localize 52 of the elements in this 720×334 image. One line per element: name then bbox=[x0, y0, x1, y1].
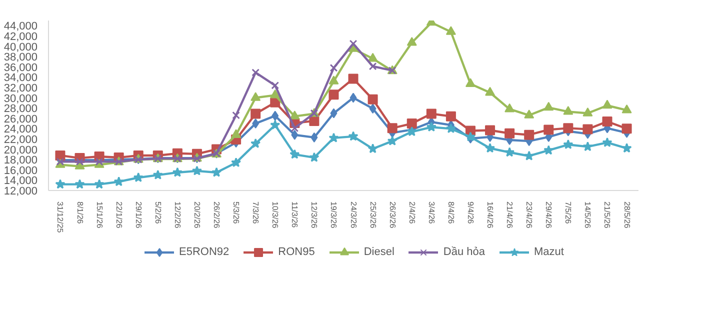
x-tick-label: 5/2/26 bbox=[153, 202, 162, 224]
x-tick-label: 7/5/26 bbox=[564, 202, 573, 224]
x-tick-label: 19/3/26 bbox=[329, 202, 338, 229]
x-tick-label: 25/3/26 bbox=[368, 202, 378, 229]
x-tick-label: 21/5/26 bbox=[602, 202, 612, 229]
x-tick-label: 3/4/26 bbox=[426, 202, 436, 224]
y-tick-label: 42,000 bbox=[4, 30, 38, 43]
y-tick-label: 36,000 bbox=[4, 62, 38, 74]
y-tick-label: 22,000 bbox=[4, 134, 38, 146]
y-tick-label: 16,000 bbox=[4, 164, 38, 177]
x-tick-label: 7/3/26 bbox=[251, 202, 260, 224]
y-tick-label: 12,000 bbox=[4, 186, 38, 198]
x-tick-label: 16/4/26 bbox=[486, 202, 495, 229]
x-tick-label: 26/3/26 bbox=[388, 202, 397, 229]
x-tick-label: 12/2/26 bbox=[172, 202, 182, 229]
x-tick-label: 10/3/26 bbox=[270, 202, 280, 229]
x-tick-label: 31/12/25 bbox=[56, 202, 65, 234]
y-tick-label: 44,000 bbox=[4, 20, 38, 33]
x-tick-label: 22/1/26 bbox=[114, 202, 124, 229]
x-tick-label: 12/3/26 bbox=[310, 202, 319, 229]
y-tick-label: 14,000 bbox=[4, 175, 38, 188]
x-tick-label: 20/2/26 bbox=[192, 202, 202, 229]
x-tick-label: 2/4/26 bbox=[407, 202, 416, 224]
y-tick-label: 34,000 bbox=[4, 72, 38, 84]
legend-label: RON95 bbox=[278, 246, 315, 258]
x-tick-label: 8/4/26 bbox=[446, 202, 456, 224]
x-tick-label: 9/4/26 bbox=[466, 202, 475, 224]
x-tick-label: 29/1/26 bbox=[134, 202, 143, 229]
y-tick-label: 18,000 bbox=[4, 154, 38, 167]
y-tick-label: 20,000 bbox=[4, 144, 38, 156]
legend-label: Diesel bbox=[364, 246, 394, 258]
legend-label: Mazut bbox=[534, 246, 564, 258]
y-tick-label: 24,000 bbox=[4, 124, 38, 136]
y-tick-label: 28,000 bbox=[4, 103, 38, 116]
x-tick-label: 14/5/26 bbox=[583, 202, 592, 229]
x-tick-label: 5/3/26 bbox=[232, 202, 241, 224]
x-tick-label: 8/1/26 bbox=[75, 202, 84, 224]
x-tick-label: 11/3/26 bbox=[290, 202, 300, 228]
y-tick-label: 38,000 bbox=[4, 52, 38, 64]
y-tick-label: 26,000 bbox=[4, 113, 38, 126]
y-tick-label: 40,000 bbox=[4, 41, 38, 54]
x-tick-label: 15/1/26 bbox=[94, 202, 104, 229]
x-tick-label: 24/3/26 bbox=[348, 202, 358, 229]
legend-label: E5RON92 bbox=[179, 246, 230, 258]
x-tick-label: 26/2/26 bbox=[212, 202, 222, 229]
x-tick-label: 28/5/26 bbox=[622, 202, 632, 229]
y-tick-label: 32,000 bbox=[4, 82, 38, 94]
legend-label: Dầu hỏa bbox=[443, 246, 486, 258]
y-tick-label: 30,000 bbox=[4, 92, 38, 105]
x-tick-label: 21/4/26 bbox=[505, 202, 514, 229]
x-tick-label: 29/4/26 bbox=[544, 202, 554, 229]
x-tick-label: 23/4/26 bbox=[524, 202, 534, 229]
